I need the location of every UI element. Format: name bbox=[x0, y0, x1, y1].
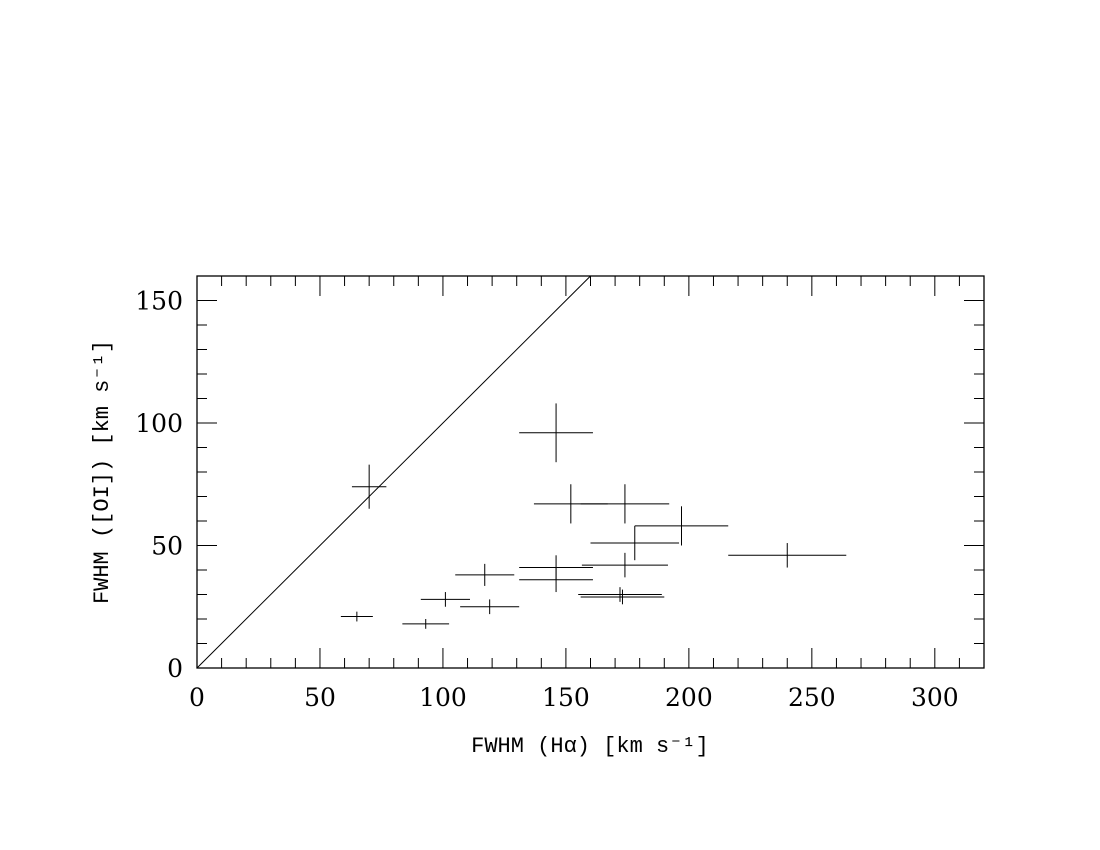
plot-frame bbox=[196, 275, 985, 669]
y-tick-label: 50 bbox=[151, 532, 183, 561]
x-tick-label: 0 bbox=[189, 683, 205, 712]
y-tick-label: 100 bbox=[135, 409, 183, 438]
y-tick-label: 0 bbox=[167, 654, 183, 683]
x-tick-label: 100 bbox=[419, 683, 467, 712]
x-tick-label: 50 bbox=[304, 683, 336, 712]
y-tick-label: 150 bbox=[135, 287, 183, 316]
x-tick-label: 300 bbox=[911, 683, 959, 712]
x-axis-label: FWHM (Hα) [km s⁻¹] bbox=[471, 734, 709, 759]
x-tick-label: 150 bbox=[542, 683, 590, 712]
y-axis-label: FWHM ([OI]) [km s⁻¹] bbox=[90, 340, 115, 604]
one-to-one-line bbox=[196, 275, 591, 669]
x-tick-label: 200 bbox=[665, 683, 713, 712]
x-tick-label: 250 bbox=[788, 683, 836, 712]
